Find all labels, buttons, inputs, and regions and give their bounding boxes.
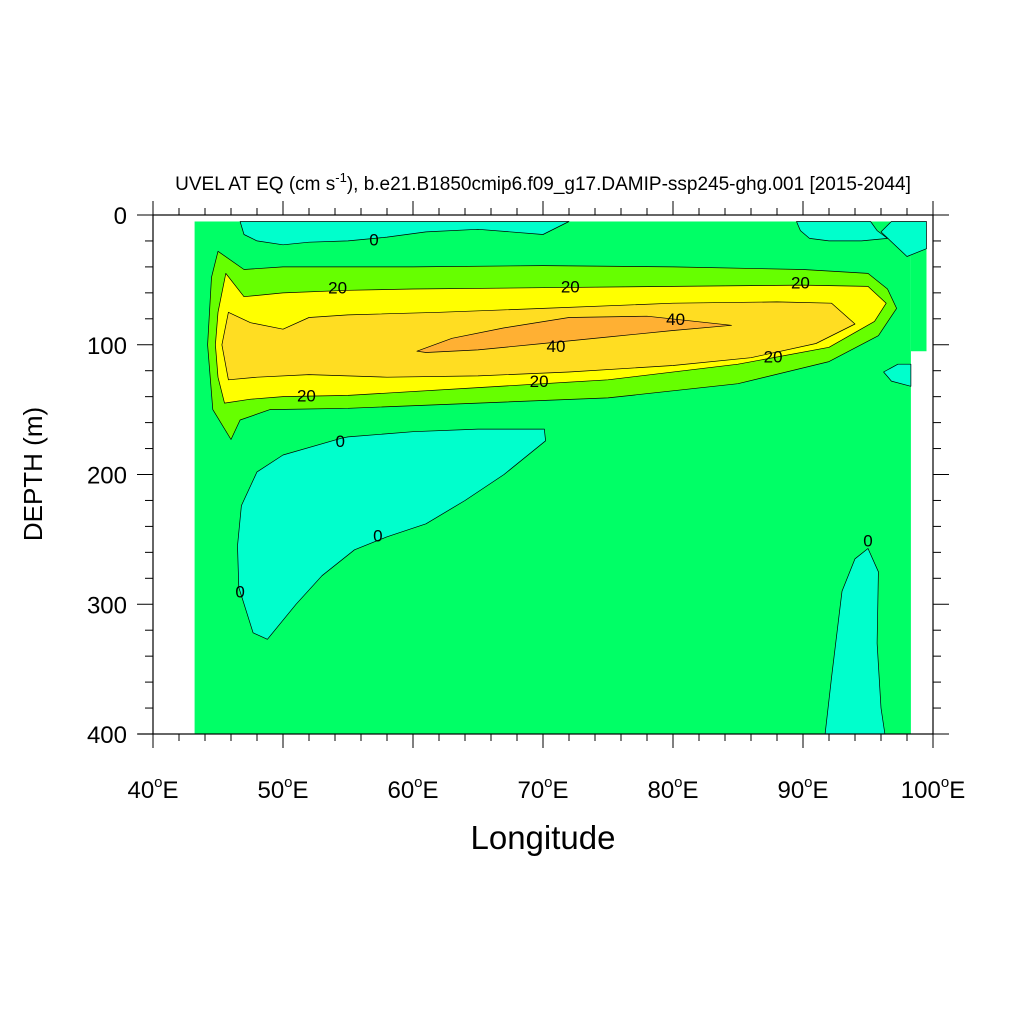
contour-region-westward-surface-corner <box>880 221 927 257</box>
contour-label: 20 <box>561 277 580 296</box>
title-superscript: -1 <box>335 170 347 185</box>
x-tick-label: 100oE <box>901 774 965 804</box>
contour-label: 20 <box>791 273 810 292</box>
contour-region-westward-surface-west <box>239 221 570 246</box>
chart-title: UVEL AT EQ (cm s-1), b.e21.B1850cmip6.f0… <box>175 170 911 195</box>
x-tick-label: 60oE <box>387 774 438 804</box>
field-east-column <box>910 221 927 352</box>
y-tick-label: 100 <box>87 333 127 360</box>
contour-labels: 0 0 0 0 0 20 20 20 20 20 20 40 40 <box>235 231 872 602</box>
contour-label: 0 <box>863 532 872 551</box>
x-tick-label: 70oE <box>517 774 568 804</box>
contour-region-westward-subsurface-east <box>824 548 886 735</box>
contour-region-eastward-undercurrent-gap <box>883 363 912 387</box>
contour-label: 20 <box>530 372 549 391</box>
x-tick-label: 90oE <box>777 774 828 804</box>
x-axis: 40oE 50oE 60oE 70oE 80oE 90oE 100oE <box>127 201 965 804</box>
contour-region-westward-subsurface-west <box>237 428 546 640</box>
contour-label: 20 <box>764 347 783 366</box>
contour-label: 40 <box>547 337 566 356</box>
contour-label: 0 <box>373 526 382 545</box>
contour-region-jet-40 <box>416 315 732 353</box>
contour-label: 20 <box>328 279 347 298</box>
contour-region-westward-surface-east <box>796 221 888 242</box>
contour-label: 0 <box>335 432 344 451</box>
contour-label: 20 <box>297 386 316 405</box>
y-tick-label: 300 <box>87 592 127 619</box>
x-tick-label: 80oE <box>647 774 698 804</box>
y-tick-label: 0 <box>114 203 127 230</box>
contour-label: 0 <box>369 231 378 250</box>
contour-label: 40 <box>666 310 685 329</box>
y-axis-label: DEPTH (m) <box>18 407 48 541</box>
y-tick-label: 400 <box>87 722 127 749</box>
x-tick-label: 50oE <box>257 774 308 804</box>
contour-label: 0 <box>235 582 244 601</box>
x-tick-label: 40oE <box>127 774 178 804</box>
contour-fills <box>194 221 927 735</box>
y-tick-label: 200 <box>87 463 127 490</box>
x-axis-label: Longitude <box>471 819 616 856</box>
